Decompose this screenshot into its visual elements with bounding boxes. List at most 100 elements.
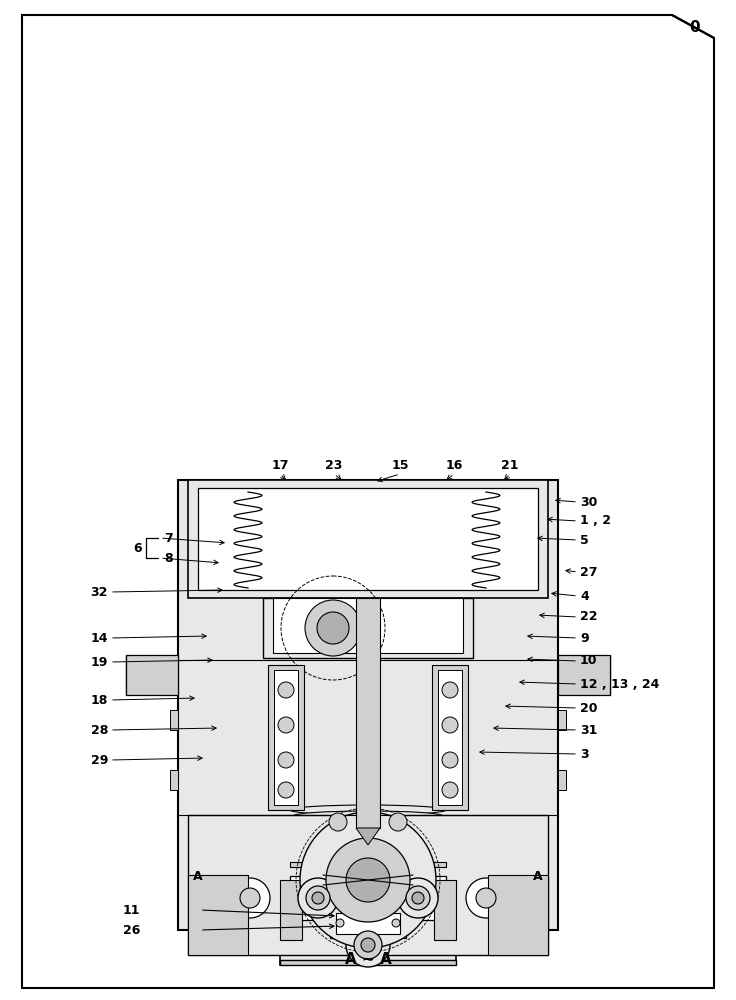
Text: 15: 15 [392, 459, 408, 472]
Text: 0: 0 [690, 20, 701, 35]
Text: 26: 26 [123, 924, 140, 936]
Circle shape [360, 887, 376, 903]
Bar [188, 875, 248, 955]
Circle shape [298, 878, 338, 918]
Bar [434, 880, 456, 940]
Text: 21: 21 [501, 459, 519, 472]
Circle shape [336, 919, 344, 927]
Circle shape [278, 682, 294, 698]
Text: 18: 18 [91, 694, 108, 706]
Text: A: A [533, 869, 543, 882]
Ellipse shape [290, 805, 446, 815]
Text: 31: 31 [580, 724, 598, 736]
Bar [263, 598, 473, 658]
Text: 17: 17 [272, 459, 289, 472]
Circle shape [412, 892, 424, 904]
Bar [178, 480, 558, 930]
Text: 22: 22 [580, 610, 598, 624]
Bar [330, 910, 406, 938]
Circle shape [442, 752, 458, 768]
Bar [280, 960, 456, 965]
Text: 7: 7 [164, 532, 173, 544]
Ellipse shape [302, 829, 434, 839]
Bar [273, 598, 463, 653]
Circle shape [230, 878, 270, 918]
Circle shape [354, 931, 382, 959]
Text: 1 , 2: 1 , 2 [580, 514, 611, 528]
Text: 28: 28 [91, 724, 108, 736]
Text: 5: 5 [580, 534, 589, 546]
Circle shape [312, 892, 324, 904]
Circle shape [240, 888, 260, 908]
Circle shape [278, 752, 294, 768]
Text: 14: 14 [91, 632, 108, 645]
Bar [268, 665, 304, 810]
Ellipse shape [299, 823, 437, 833]
Text: 12 , 13 , 24: 12 , 13 , 24 [580, 678, 659, 690]
Text: 23: 23 [325, 459, 343, 472]
Bar [198, 488, 538, 590]
Bar [188, 815, 548, 955]
Text: 11: 11 [122, 904, 140, 916]
Circle shape [317, 612, 349, 644]
Text: 30: 30 [580, 495, 598, 508]
Circle shape [392, 919, 400, 927]
Bar [170, 770, 178, 790]
Text: 27: 27 [580, 566, 598, 578]
Circle shape [354, 881, 382, 909]
Bar [280, 870, 456, 965]
Circle shape [346, 858, 390, 902]
Circle shape [389, 813, 407, 831]
Text: 29: 29 [91, 754, 108, 766]
Circle shape [454, 866, 518, 930]
Bar [432, 665, 468, 810]
Bar [336, 913, 400, 934]
Circle shape [406, 886, 430, 910]
Bar [290, 862, 446, 867]
Text: 9: 9 [580, 632, 589, 645]
Ellipse shape [305, 835, 431, 845]
Text: 3: 3 [580, 748, 589, 760]
Bar [488, 875, 548, 955]
Bar [438, 670, 462, 805]
Bar [126, 655, 178, 695]
Polygon shape [356, 828, 380, 845]
Circle shape [442, 782, 458, 798]
Circle shape [442, 682, 458, 698]
Circle shape [278, 782, 294, 798]
Text: 19: 19 [91, 656, 108, 668]
Ellipse shape [296, 817, 440, 827]
Circle shape [466, 878, 506, 918]
Circle shape [329, 813, 347, 831]
Ellipse shape [293, 811, 443, 821]
Text: 6: 6 [133, 542, 142, 554]
Text: 8: 8 [164, 552, 173, 564]
Polygon shape [268, 863, 468, 933]
Bar [558, 770, 566, 790]
Circle shape [218, 866, 282, 930]
Bar [274, 670, 298, 805]
Bar [356, 598, 380, 828]
Text: 32: 32 [91, 585, 108, 598]
Circle shape [361, 938, 375, 952]
Bar [558, 710, 566, 730]
Text: 4: 4 [580, 589, 589, 602]
Text: A: A [193, 869, 203, 882]
Bar [268, 848, 468, 862]
Bar [188, 480, 548, 598]
Text: A ∼ A: A ∼ A [344, 952, 392, 968]
Circle shape [305, 600, 361, 656]
Circle shape [278, 717, 294, 733]
Circle shape [346, 923, 390, 967]
Polygon shape [22, 15, 714, 988]
Text: 16: 16 [445, 459, 463, 472]
Circle shape [476, 888, 496, 908]
Bar [280, 880, 302, 940]
Bar [290, 876, 446, 920]
Circle shape [326, 838, 410, 922]
Circle shape [398, 878, 438, 918]
Circle shape [442, 717, 458, 733]
Circle shape [306, 886, 330, 910]
Bar [558, 655, 610, 695]
Text: 10: 10 [580, 654, 598, 668]
